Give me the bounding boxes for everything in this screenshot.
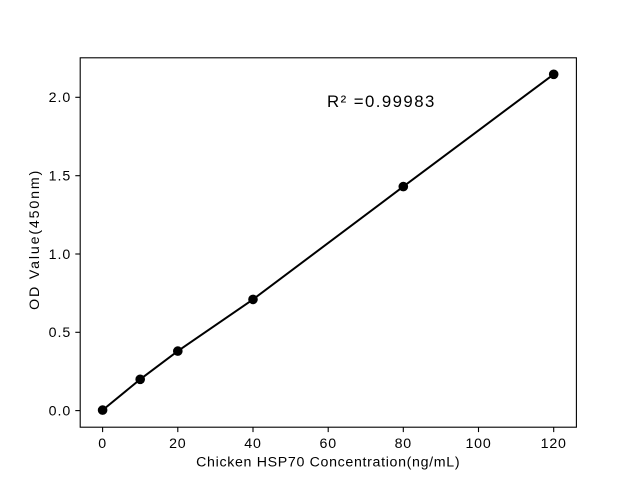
svg-text:60: 60 [320, 436, 337, 452]
svg-text:80: 80 [395, 436, 412, 452]
svg-text:40: 40 [244, 436, 261, 452]
svg-text:0.0: 0.0 [49, 404, 72, 420]
svg-text:0: 0 [98, 436, 107, 452]
svg-text:1.5: 1.5 [49, 169, 72, 185]
svg-text:0.5: 0.5 [49, 325, 72, 341]
svg-text:Chicken HSP70 Concentration(ng: Chicken HSP70 Concentration(ng/mL) [196, 455, 460, 471]
svg-text:R² =0.99983: R² =0.99983 [327, 92, 436, 111]
svg-text:OD Value(450nm): OD Value(450nm) [27, 169, 43, 310]
svg-text:120: 120 [541, 436, 567, 452]
svg-text:100: 100 [465, 436, 491, 452]
svg-text:20: 20 [169, 436, 186, 452]
svg-text:2.0: 2.0 [49, 90, 72, 106]
svg-text:1.0: 1.0 [49, 247, 72, 263]
